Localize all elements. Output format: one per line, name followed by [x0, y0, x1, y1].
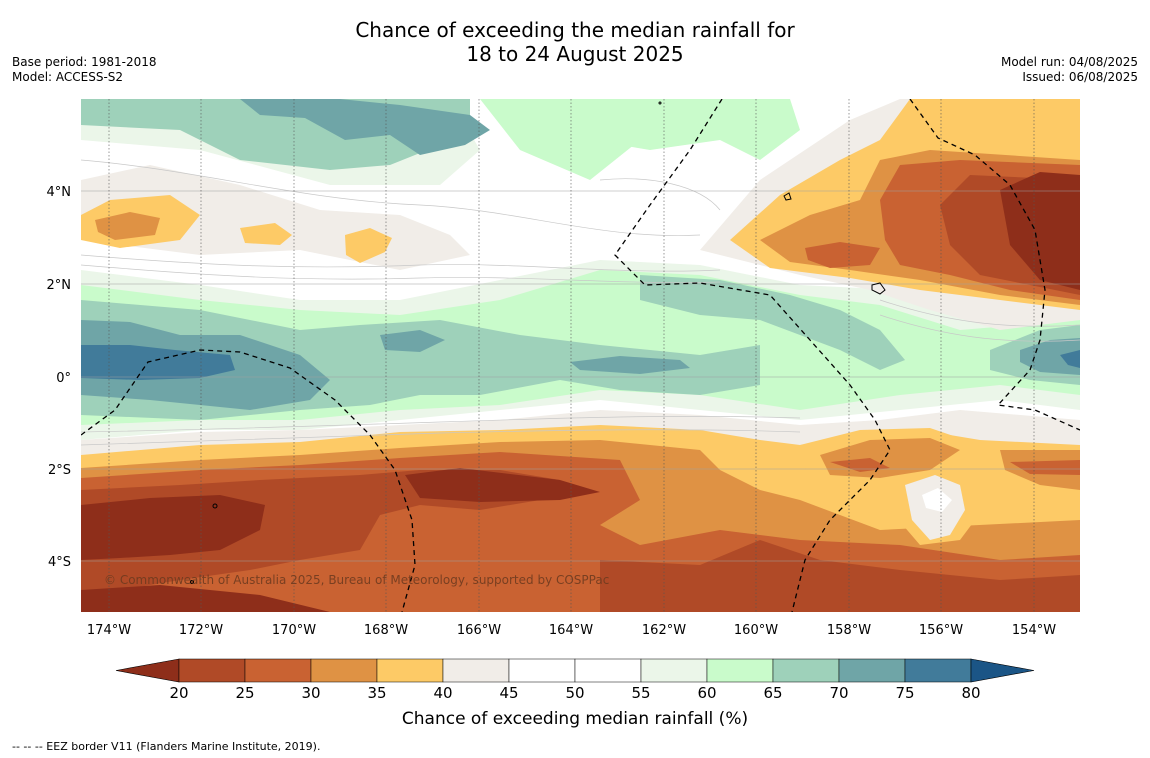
colorbar-tick-label: 30	[301, 684, 320, 702]
colorbar-tick-label: 60	[697, 684, 716, 702]
region-north-teal	[240, 99, 490, 155]
region-s-darkred-b	[405, 468, 600, 502]
footnote-eez: -- -- -- EEZ border V11 (Flanders Marine…	[12, 740, 321, 753]
lon-label-172w: 172°W	[179, 623, 223, 638]
colorbar-segment	[904, 658, 972, 683]
region-se-rust-b	[1010, 460, 1080, 475]
map-title: Chance of exceeding the median rainfall …	[0, 18, 1150, 66]
island-3	[212, 503, 218, 509]
meta-right: Model run: 04/08/2025 Issued: 06/08/2025	[1001, 55, 1138, 85]
colorbar-segment	[772, 658, 840, 683]
colorbar-segment	[838, 658, 906, 683]
issued-date: Issued: 06/08/2025	[1022, 70, 1138, 84]
colorbar-segment	[310, 658, 378, 683]
colorbar-segment	[244, 658, 312, 683]
region-se-rust	[830, 458, 890, 472]
title-line-1: Chance of exceeding the median rainfall …	[355, 18, 795, 42]
lat-label-2n: 2°N	[47, 278, 72, 293]
colorbar-tick-label: 70	[829, 684, 848, 702]
region-ne-darkred	[1000, 172, 1080, 290]
colorbar-segment	[178, 658, 246, 683]
region-west-orange	[95, 212, 160, 240]
colorbar-segment	[376, 658, 444, 683]
region-eq-teal-b	[380, 330, 445, 352]
colorbar-segment	[508, 658, 576, 683]
lon-label-166w: 166°W	[457, 623, 501, 638]
lon-label-160w: 160°W	[734, 623, 778, 638]
lat-label-4s: 4°S	[48, 555, 71, 570]
region-north-green-right	[560, 99, 800, 160]
colorbar-tick-label: 75	[895, 684, 914, 702]
meta-left: Base period: 1981-2018 Model: ACCESS-S2	[12, 55, 157, 85]
eez-border-line-islands	[614, 99, 891, 612]
island-2	[783, 192, 792, 201]
islands	[190, 101, 886, 584]
colorbar-tick-label: 35	[367, 684, 386, 702]
model-run: Model run: 04/08/2025	[1000, 55, 1138, 69]
colorbar-tick-label: 25	[235, 684, 254, 702]
region-s-darkred	[81, 495, 265, 560]
colorbar: 20 25 30 35 40 45 50 55 60 65 70 75 80	[115, 658, 1035, 702]
model-name: Model: ACCESS-S2	[12, 70, 124, 84]
title-line-2: 18 to 24 August 2025	[466, 42, 684, 66]
colorbar-tick-label: 20	[169, 684, 188, 702]
region-s-red-b	[600, 540, 1080, 612]
region-eq-darkteal	[81, 345, 235, 380]
base-period: Base period: 1981-2018	[12, 55, 157, 69]
region-eq-seagreen-b	[640, 275, 905, 370]
island-1	[871, 282, 886, 295]
colorbar-tick-label: 40	[433, 684, 452, 702]
region-west-yellow-b	[240, 223, 292, 245]
colorbar-tick-label: 55	[631, 684, 650, 702]
lat-label-0: 0°	[56, 371, 71, 386]
eez-borders	[81, 99, 1080, 612]
graticule	[81, 99, 1080, 612]
copyright-notice: © Commonwealth of Australia 2025, Bureau…	[104, 573, 609, 587]
latitude-labels: 4°N 2°N 0° 2°S 4°S	[47, 185, 72, 570]
colorbar-extend-high	[970, 658, 1035, 683]
island-4	[190, 580, 194, 584]
lon-label-156w: 156°W	[919, 623, 963, 638]
lon-label-164w: 164°W	[549, 623, 593, 638]
lat-label-2s: 2°S	[48, 463, 71, 478]
colorbar-segment	[442, 658, 510, 683]
region-eq-darkteal-b	[1060, 350, 1080, 368]
lon-label-154w: 154°W	[1012, 623, 1056, 638]
lon-label-174w: 174°W	[87, 623, 131, 638]
lon-label-162w: 162°W	[642, 623, 686, 638]
region-s-darkred-c	[81, 585, 330, 612]
region-se-white	[922, 488, 952, 512]
colorbar-segment	[706, 658, 774, 683]
lon-label-158w: 158°W	[827, 623, 871, 638]
eez-border-kiribati-west	[81, 349, 416, 612]
lat-label-4n: 4°N	[47, 185, 72, 200]
colorbar-segment	[640, 658, 708, 683]
region-eq-teal-d	[1020, 338, 1080, 375]
lon-label-170w: 170°W	[272, 623, 316, 638]
colorbar-tick-label: 45	[499, 684, 518, 702]
longitude-labels: 174°W 172°W 170°W 168°W 166°W 164°W 162°…	[87, 623, 1056, 638]
colorbar-extend-low	[115, 658, 180, 683]
region-west-yellow-c	[345, 228, 392, 263]
region-ne-rust-b	[805, 242, 880, 268]
contour-lines	[81, 159, 1080, 446]
colorbar-tick-label: 50	[565, 684, 584, 702]
colorbar-tick-label: 80	[961, 684, 980, 702]
island-5	[658, 101, 662, 105]
region-eq-teal-c	[570, 356, 690, 374]
colorbar-tick-label: 65	[763, 684, 782, 702]
rainfall-map: © Commonwealth of Australia 2025, Bureau…	[81, 99, 1080, 612]
colorbar-label: Chance of exceeding median rainfall (%)	[401, 709, 749, 729]
eez-border-east	[909, 99, 1080, 431]
colorbar-segment	[574, 658, 642, 683]
lon-label-168w: 168°W	[364, 623, 408, 638]
